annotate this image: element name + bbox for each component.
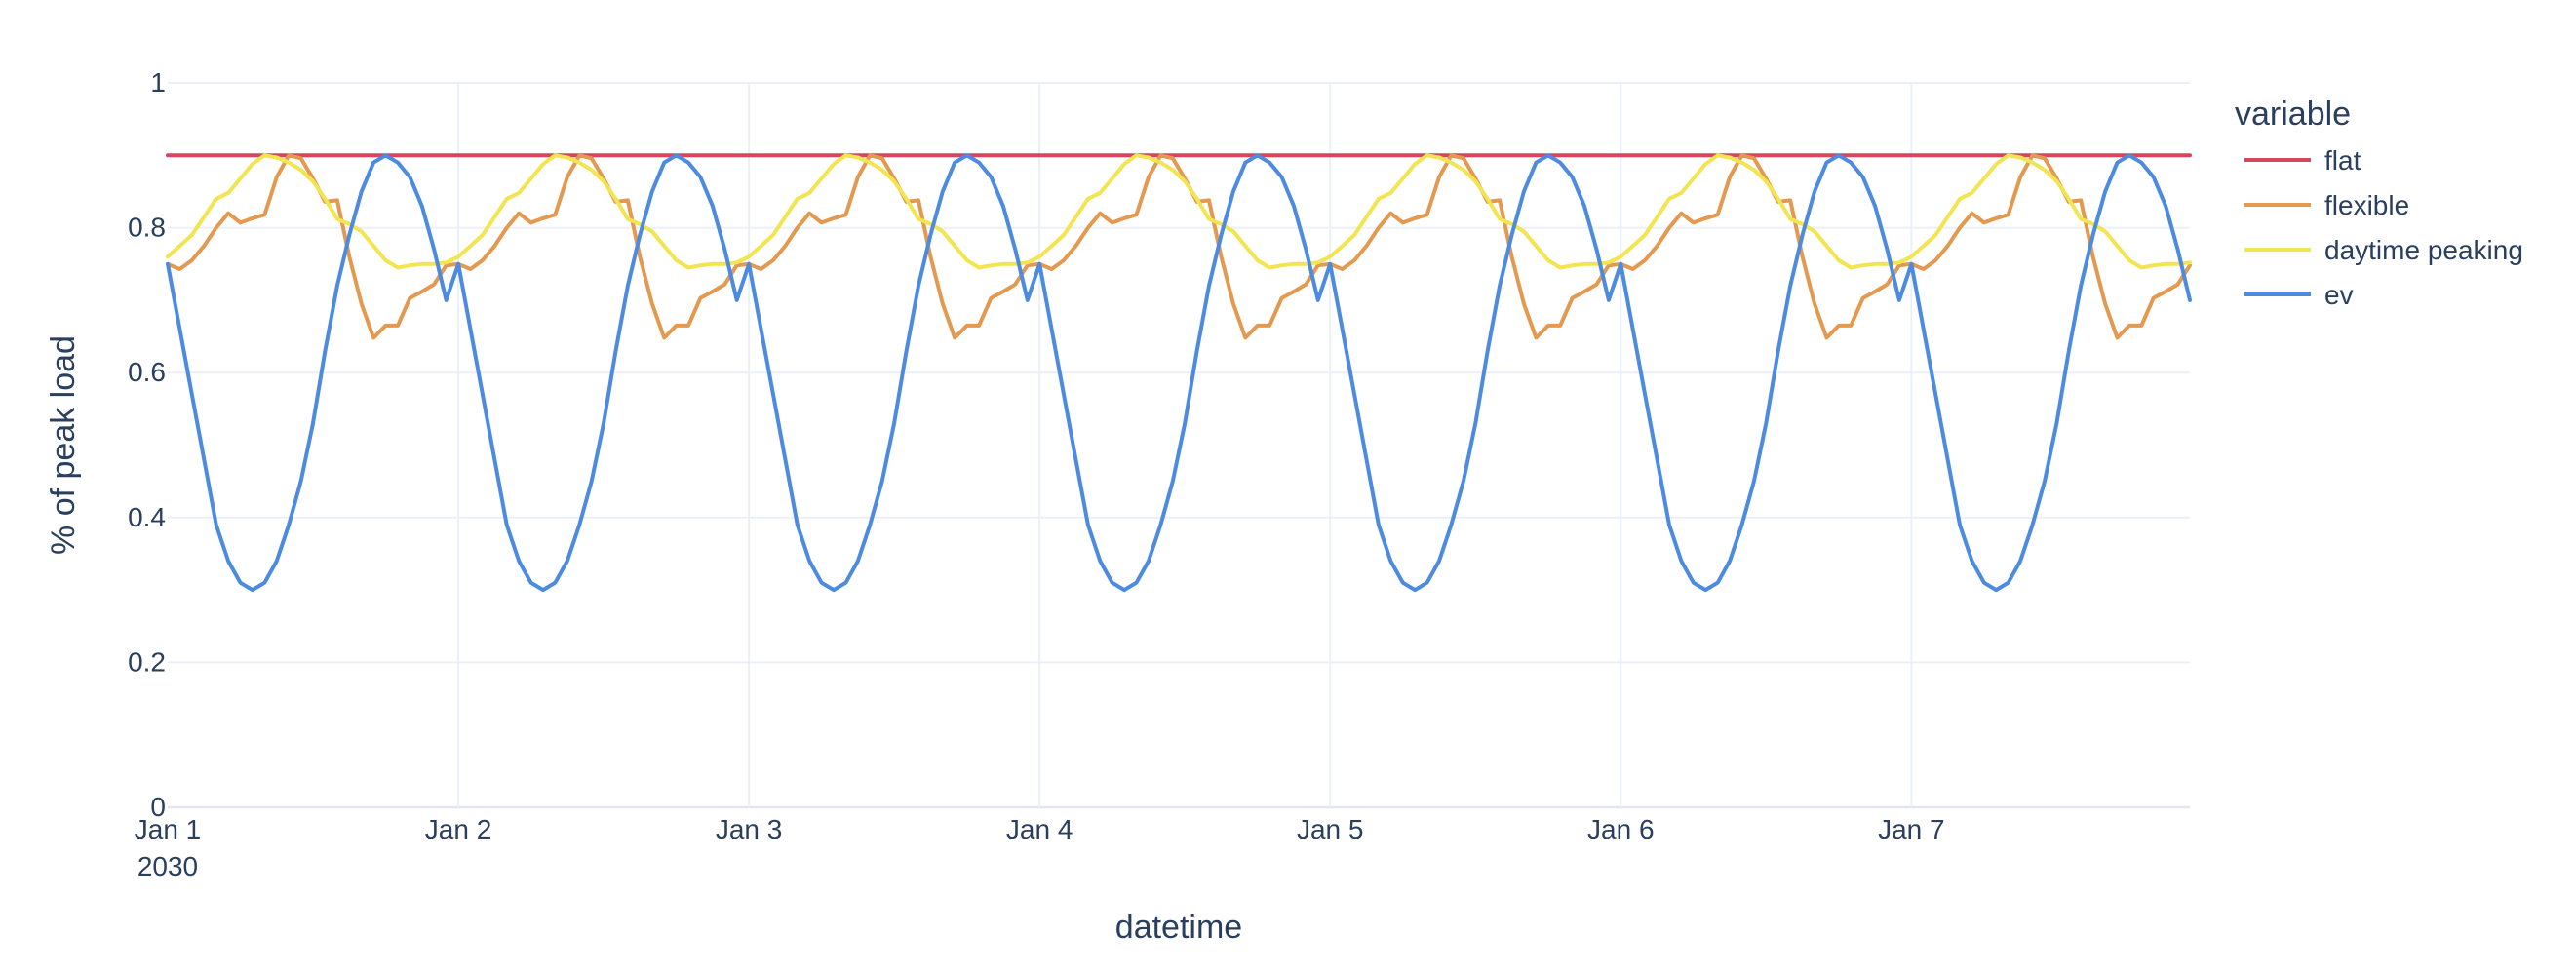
x-tick-sublabel: 2030 [137,851,198,881]
x-tick-label: Jan 1 [135,814,202,844]
x-tick-label: Jan 5 [1297,814,1364,844]
y-tick-label: 0 [150,792,166,822]
y-tick-label: 1 [150,67,166,98]
series-layer [166,153,2192,593]
legend-item-label[interactable]: flat [2324,145,2361,176]
x-axis-title: datetime [1115,909,1242,946]
y-tick-label: 0.6 [128,357,166,387]
y-tick-label: 0.8 [128,213,166,243]
legend-item-label[interactable]: ev [2324,280,2354,310]
y-axis-title: % of peak load [45,335,82,555]
series-line-flexible [166,153,2192,340]
series-line-ev [166,153,2192,593]
series-line-daytime-peaking [166,153,2192,270]
legend-item-label[interactable]: flexible [2324,190,2409,220]
legend: variable flat flexible daytime peaking ev [2235,96,2523,310]
y-tick-label: 0.2 [128,646,166,677]
y-tick-label: 0.4 [128,502,166,532]
legend-item-label[interactable]: daytime peaking [2324,235,2523,265]
legend-title: variable [2235,96,2351,133]
x-tick-label: Jan 7 [1878,814,1945,844]
x-tick-label: Jan 6 [1587,814,1655,844]
axis-layer: 0 0.2 0.4 0.6 0.8 1 Jan 1 2030 Jan 2 Jan 3 Jan 4 Ja… [45,67,1945,946]
x-tick-label: Jan 3 [716,814,783,844]
x-tick-label: Jan 2 [425,814,492,844]
x-tick-label: Jan 4 [1006,814,1073,844]
